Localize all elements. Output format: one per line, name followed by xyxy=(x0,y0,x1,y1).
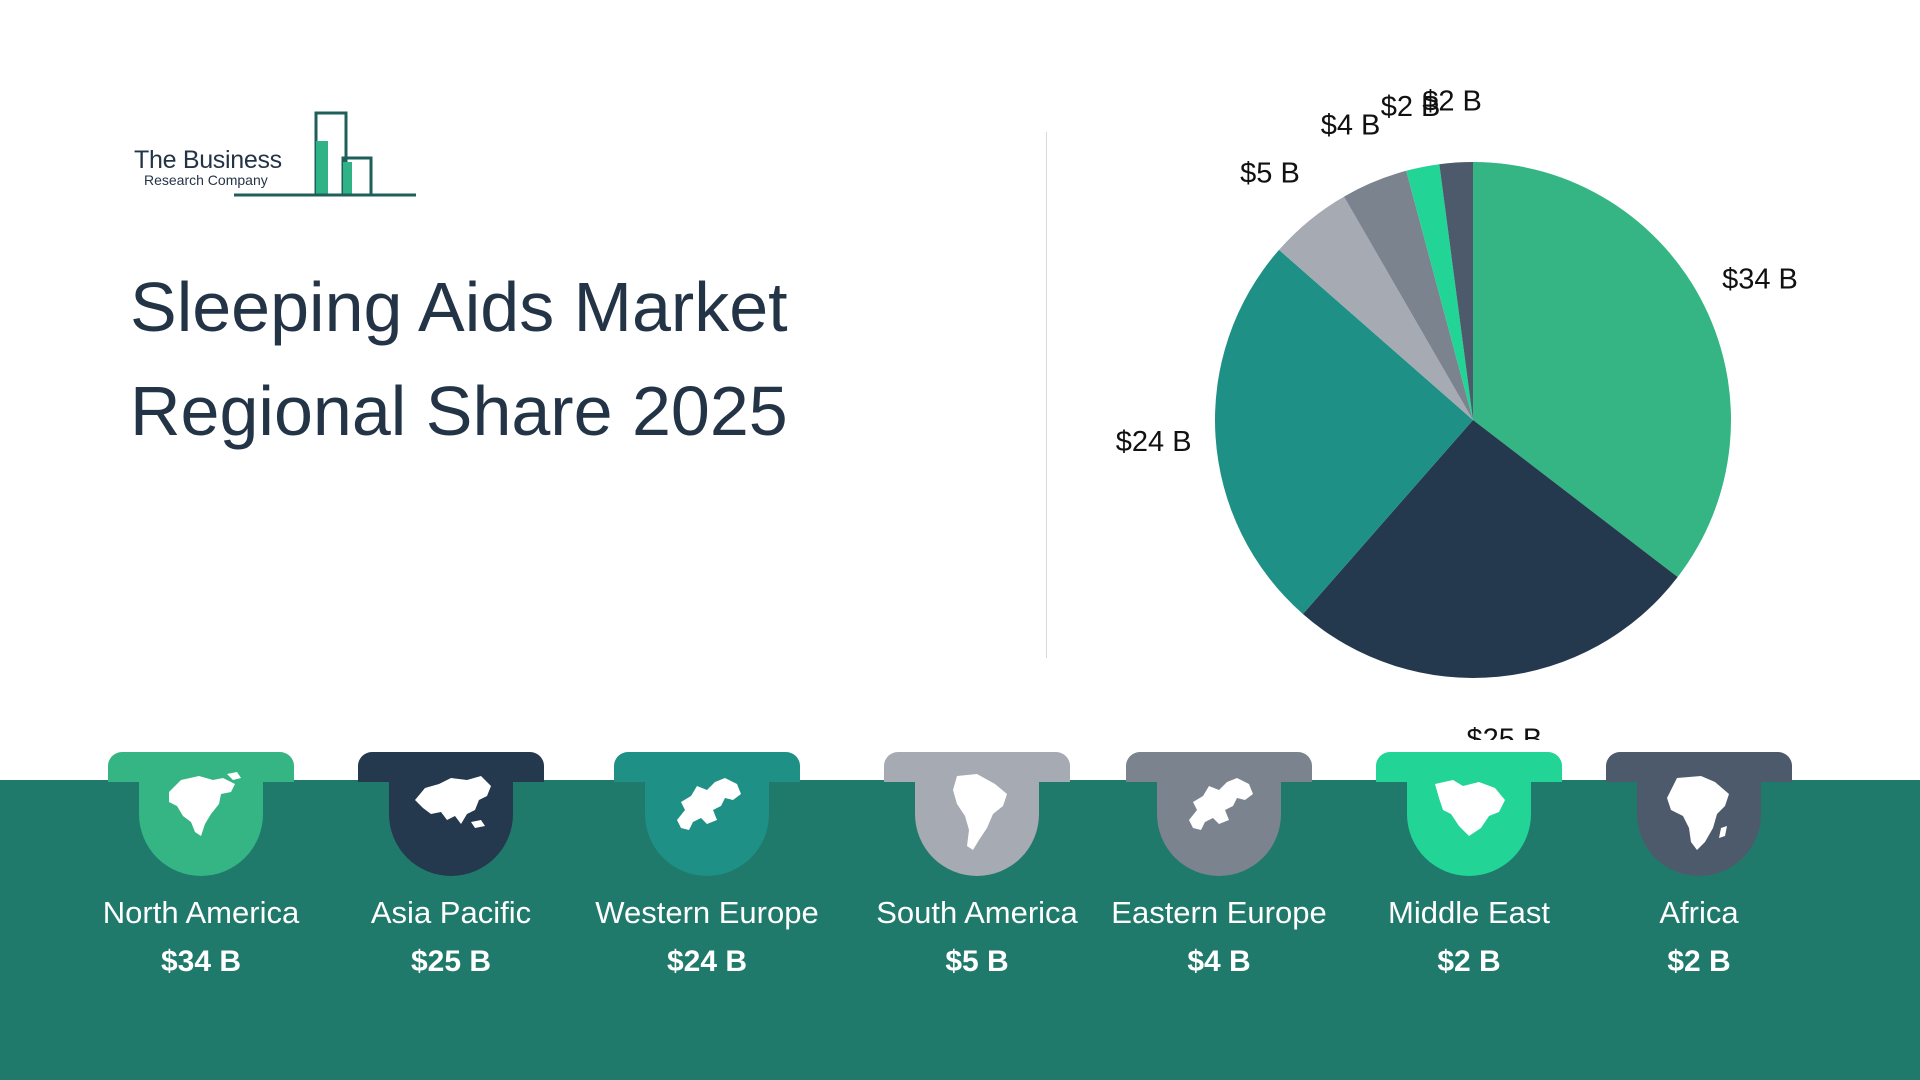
region-name: Western Europe xyxy=(595,895,819,930)
page-title: Sleeping Aids Market Regional Share 2025 xyxy=(130,255,890,463)
logo-buildings-icon xyxy=(234,111,416,197)
region-card-africa: Africa $2 B xyxy=(1574,752,1824,992)
pie-slice-south-america xyxy=(1279,196,1473,420)
africa-map-icon xyxy=(1667,776,1729,850)
region-value: $4 B xyxy=(1187,945,1251,978)
region-badge xyxy=(389,752,513,876)
pie-label-middle-east: $2 B xyxy=(1381,91,1441,123)
pie-slice-north-america xyxy=(1473,162,1731,578)
title-line-2: Regional Share 2025 xyxy=(130,372,788,450)
pie-label-north-america: $34 B xyxy=(1722,263,1798,295)
region-badge xyxy=(915,752,1039,876)
north-america-map-icon xyxy=(169,772,241,836)
pie-slice-asia-pacific xyxy=(1302,420,1678,678)
region-card-asia-pacific: Asia Pacific $25 B xyxy=(326,752,576,992)
pie-chart: $34 B $25 B $24 B $5 B $4 B $2 B $2 B xyxy=(1100,40,1800,756)
pie-label-western-europe: $24 B xyxy=(1116,426,1192,458)
region-badge xyxy=(1157,752,1281,876)
pie-slice-middle-east xyxy=(1406,164,1473,420)
europe-map-icon xyxy=(1189,778,1253,830)
region-badge xyxy=(1637,752,1761,876)
pie-label-eastern-europe: $4 B xyxy=(1321,109,1381,141)
region-name: Eastern Europe xyxy=(1111,895,1327,930)
region-card-middle-east: Middle East $2 B xyxy=(1344,752,1594,992)
pie-slice-western-europe xyxy=(1215,249,1473,614)
region-badge xyxy=(1407,752,1531,876)
logo-subtitle: Research Company xyxy=(144,172,268,188)
region-card-south-america: South America $5 B xyxy=(852,752,1102,992)
company-logo: The Business Research Company xyxy=(134,108,424,198)
pie-chart-svg: $34 B$25 B$24 B$5 B$4 B$2 B$2 B xyxy=(1116,86,1798,756)
region-name: Africa xyxy=(1659,895,1739,930)
region-name: South America xyxy=(876,895,1078,930)
region-value: $5 B xyxy=(945,945,1009,978)
region-card-western-europe: Western Europe $24 B xyxy=(582,752,832,992)
pie-slice-eastern-europe xyxy=(1344,170,1473,420)
region-badge xyxy=(645,752,769,876)
region-badge xyxy=(139,752,263,876)
title-line-1: Sleeping Aids Market xyxy=(130,268,788,346)
region-value: $24 B xyxy=(666,945,748,978)
logo-name: The Business xyxy=(134,146,282,174)
region-card-eastern-europe: Eastern Europe $4 B xyxy=(1094,752,1344,992)
region-value: $2 B xyxy=(1437,945,1501,978)
pie-label-south-america: $5 B xyxy=(1240,158,1300,190)
south-america-map-icon xyxy=(953,774,1007,850)
region-value: $34 B xyxy=(160,945,242,978)
europe-map-icon xyxy=(677,778,741,830)
region-name: Asia Pacific xyxy=(370,895,532,930)
pie-slice-africa xyxy=(1439,162,1473,420)
pie-label-asia-pacific: $25 B xyxy=(1466,723,1542,740)
region-card-north-america: North America $34 B xyxy=(76,752,326,992)
region-name: North America xyxy=(102,895,300,930)
pie-label-africa: $2 B xyxy=(1422,86,1482,118)
vertical-divider xyxy=(1046,132,1047,658)
region-value: $25 B xyxy=(410,945,492,978)
region-name: Middle East xyxy=(1388,895,1550,930)
region-value: $2 B xyxy=(1667,945,1731,978)
asia-map-icon xyxy=(415,776,491,828)
middle-east-map-icon xyxy=(1435,780,1505,836)
